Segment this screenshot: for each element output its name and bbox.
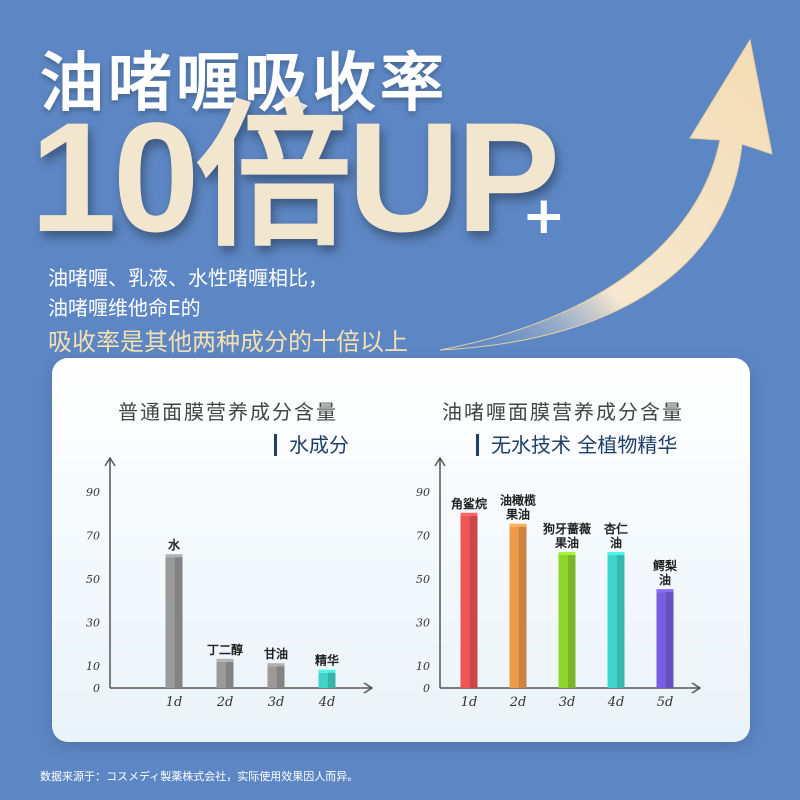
chart-1-x-tick: 1d [166, 695, 183, 710]
chart-2-bar-top [656, 589, 674, 593]
description-line-1: 油啫喱、乳液、水性啫喱相比， [48, 266, 328, 290]
chart-2-x-arrow-icon [691, 682, 702, 694]
chart-1-bar-shade [225, 661, 234, 688]
chart-2-bar-top [509, 523, 527, 527]
chart-1-bar-shade [276, 666, 285, 688]
chart-1-bar-shade [327, 672, 336, 688]
bar-charts: 0 10 30 50 70 90 水 1d 丁二醇 2d 甘油 3d 精华 4d 0 10 30 50 70 90 角鲨… [86, 456, 702, 710]
chart-2-bar-shade [469, 515, 478, 688]
chart-1-bar-label: 丁二醇 [207, 642, 243, 657]
chart-1-tag: 水成分 [274, 434, 349, 456]
chart-2-y-arrow-icon [434, 456, 446, 467]
chart-2-bar-shade [518, 526, 527, 688]
chart-2-bar-shade [665, 592, 674, 688]
description-highlight: 吸收率是其他两种成分的十倍以上 [48, 328, 408, 356]
chart-2-y-tick: 50 [416, 573, 430, 586]
chart-1-y-tick: 0 [93, 682, 100, 695]
chart-2-bar-label: 杏仁 [603, 521, 628, 536]
chart-1-y-arrow-icon [104, 456, 116, 467]
headline: 油啫喱吸收率 [40, 47, 448, 121]
big-plus: + [522, 186, 566, 246]
chart-2-bar-top [558, 552, 576, 556]
chart-1-bar-top [216, 658, 234, 662]
chart-2-bar-label: 油 [610, 535, 622, 550]
chart-2-x-tick: 5d [657, 695, 674, 710]
chart-1-x-tick: 3d [268, 695, 285, 710]
chart-1-y-tick: 10 [86, 660, 100, 673]
chart-2-y-tick: 70 [416, 529, 430, 542]
chart-2-x-tick: 4d [607, 695, 625, 710]
source-footnote: 数据来源于：コスメディ製薬株式会社，实际使用效果因人而异。 [40, 770, 359, 783]
chart-1-title: 普通面膜营养成分含量 [118, 400, 338, 424]
chart-2-y-tick: 90 [416, 486, 430, 499]
chart-2-tag: 无水技术 全植物精华 [476, 434, 677, 456]
chart-2-bar-label: 角鲨烷 [451, 496, 487, 511]
chart-1-bar-label: 精华 [315, 653, 339, 668]
chart-1-bar-top [165, 554, 183, 558]
comparison-panel: 普通面膜营养成分含量 水成分 油啫喱面膜营养成分含量 无水技术 全植物精华 0 1… [52, 358, 750, 742]
chart-2-bar-shade [567, 555, 576, 688]
chart-1-bar-label: 甘油 [264, 646, 288, 661]
description-line-2: 油啫喱维他命E的 [48, 296, 201, 320]
chart-2-x-tick: 3d [559, 695, 576, 710]
chart-1-bar-label: 水 [168, 537, 181, 552]
chart-1-x-arrow-icon [363, 682, 374, 694]
chart-1-bar-shade [174, 557, 183, 688]
chart-2-y-tick: 10 [416, 660, 430, 673]
chart-2-y-tick: 0 [423, 682, 430, 695]
upward-arrow-icon [439, 38, 773, 351]
chart-2-bar-label: 果油 [554, 535, 579, 550]
chart-2-bar-shade [616, 555, 625, 688]
chart-1-y-tick: 50 [86, 573, 100, 586]
chart-2-title: 油啫喱面膜营养成分含量 [442, 400, 684, 424]
chart-2-bar-label: 狗牙蔷薇 [543, 521, 591, 536]
chart-1-bar-top [318, 669, 336, 673]
chart-1-y-tick: 70 [86, 529, 100, 542]
chart-1-bar-top [267, 663, 285, 667]
chart-2-x-tick: 2d [509, 695, 527, 710]
chart-2-bar-label: 油 [659, 572, 671, 587]
chart-2-bar-label: 果油 [505, 507, 530, 522]
chart-2-y-tick: 30 [416, 617, 430, 630]
chart-1-y-tick: 90 [86, 486, 100, 499]
big-claim: 10倍UP [30, 91, 560, 265]
chart-2-x-tick: 1d [461, 695, 478, 710]
chart-1-x-tick: 2d [216, 695, 234, 710]
chart-2-bar-label: 鳄梨 [653, 558, 677, 573]
chart-2-bar-top [607, 552, 625, 556]
chart-1-x-tick: 4d [318, 695, 336, 710]
chart-2-bar-top [460, 512, 478, 516]
chart-2-bar-label: 油橄榄 [500, 493, 536, 508]
chart-1-y-tick: 30 [86, 617, 100, 630]
